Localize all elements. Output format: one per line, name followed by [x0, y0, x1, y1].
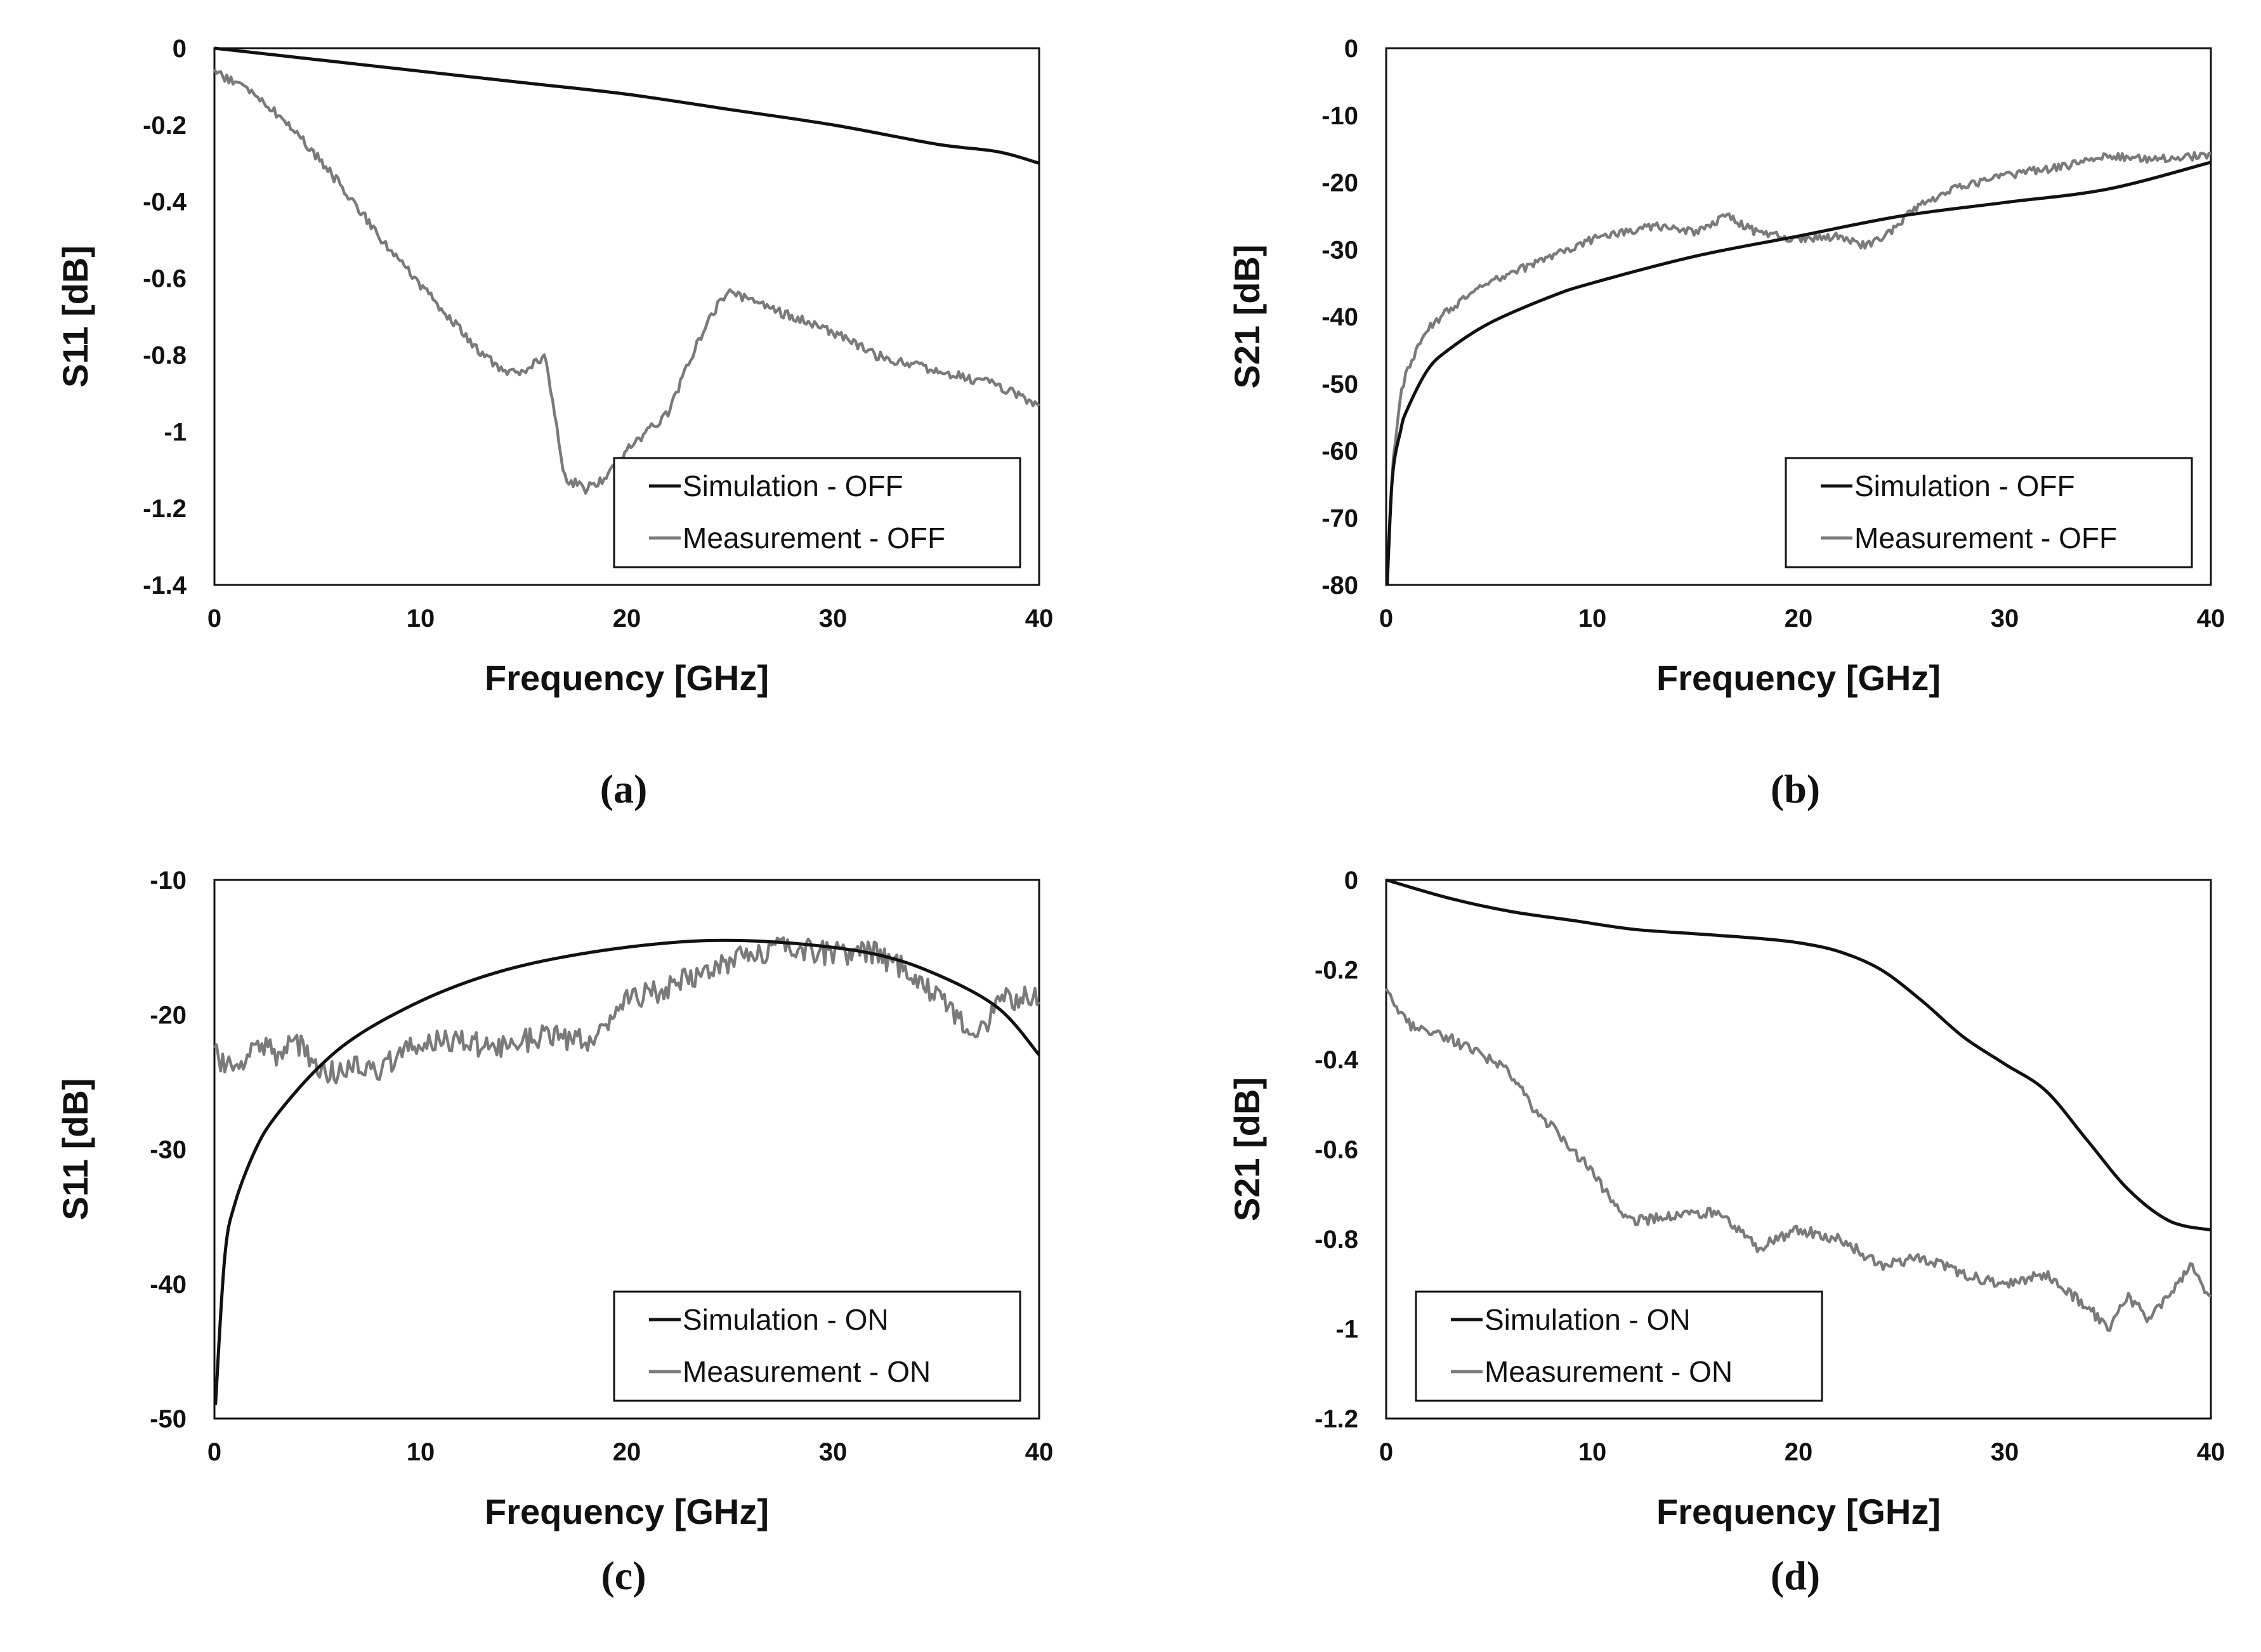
chart-panel-d: 0 -0.2 -0.4 -0.6 -0.8 -1 -1.2 0 10 20 30 40 Frequenc…: [1227, 867, 2225, 1598]
y-tick-label: -1: [164, 418, 187, 446]
y-tick-label: -20: [150, 1001, 187, 1029]
y-tick-label: -70: [1321, 504, 1358, 532]
legend-entry: Measurement - ON: [1484, 1355, 1733, 1388]
chart-panel-b: 0 -10 -20 -30 -40 -50 -60 -70 -80 0 10 20 30 40 Freque…: [1227, 35, 2225, 811]
legend-box: [613, 1290, 1021, 1402]
x-tick-label: 20: [613, 1438, 641, 1466]
legend: Simulation - OFF Measurement - OFF: [1785, 457, 2193, 568]
y-tick-label: -0.8: [143, 341, 187, 369]
x-tick-label: 20: [1785, 1438, 1813, 1466]
x-tick-label: 0: [1379, 1438, 1393, 1466]
x-axis-label: Frequency [GHz]: [1656, 1491, 1941, 1531]
y-tick-label: -0.2: [1314, 957, 1358, 985]
y-tick-label: -40: [150, 1271, 187, 1299]
panel-caption: (d): [1771, 1553, 1820, 1598]
y-tick-label: -10: [150, 867, 187, 895]
legend-entry: Measurement - OFF: [683, 521, 945, 554]
measurement-line: [1385, 988, 2212, 1332]
x-tick-label: 40: [2197, 1438, 2225, 1466]
legend: Simulation - ON Measurement - ON: [1415, 1290, 1823, 1402]
y-tick-label: -0.2: [143, 112, 187, 140]
legend-entry: Simulation - OFF: [683, 469, 903, 502]
chart-panel-a: 0 -0.2 -0.4 -0.6 -0.8 -1 -1.2 -1.4 0 10 20 30 40 Freq…: [55, 35, 1053, 811]
legend-box: [1785, 457, 2193, 568]
y-tick-label: -60: [1321, 438, 1358, 466]
plot-area: [213, 47, 1040, 586]
y-tick-label: -1: [1335, 1316, 1358, 1344]
y-tick-label: -1.2: [143, 495, 187, 523]
measurement-line: [213, 69, 1040, 495]
x-tick-label: 30: [1991, 1438, 2019, 1466]
y-tick-label: -0.6: [1314, 1136, 1358, 1164]
y-tick-label: -0.4: [1314, 1046, 1359, 1074]
x-tick-label: 40: [1025, 605, 1054, 633]
y-axis-label: S21 [dB]: [1227, 244, 1267, 388]
y-tick-label: 0: [173, 35, 187, 63]
chart-panel-c: -10 -20 -30 -40 -50 0 10 20 30 40 Frequency [GHz] S…: [55, 867, 1053, 1598]
x-tick-label: 40: [2197, 605, 2225, 633]
y-tick-label: -0.8: [1314, 1226, 1358, 1254]
y-tick-label: -40: [1321, 303, 1358, 331]
y-tick-label: -1.4: [143, 572, 187, 600]
y-tick-label: -1.2: [1314, 1405, 1358, 1433]
plot-area: [1385, 879, 2212, 1420]
x-tick-label: 0: [207, 605, 221, 633]
y-tick-label: -0.4: [143, 188, 187, 216]
y-tick-label: -10: [1321, 102, 1358, 130]
x-axis-label: Frequency [GHz]: [485, 658, 769, 698]
x-tick-label: 20: [1785, 605, 1813, 633]
panel-caption: (b): [1771, 766, 1820, 811]
simulation-line: [1386, 878, 2212, 1232]
simulation-line: [214, 938, 1040, 1405]
x-tick-label: 10: [407, 605, 435, 633]
y-axis-label: S11 [dB]: [55, 1078, 95, 1220]
x-tick-label: 10: [1578, 1438, 1607, 1466]
y-tick-label: -30: [150, 1136, 187, 1164]
x-axis-label: Frequency [GHz]: [1656, 658, 1941, 698]
y-tick-label: 0: [1344, 35, 1358, 63]
y-axis-label: S21 [dB]: [1227, 1077, 1267, 1221]
legend-box: [1415, 1290, 1823, 1402]
legend-entry: Simulation - ON: [1484, 1303, 1691, 1336]
x-tick-label: 30: [819, 605, 848, 633]
x-tick-label: 20: [613, 605, 641, 633]
panel-caption: (c): [601, 1553, 646, 1598]
x-tick-label: 0: [207, 1438, 221, 1466]
legend-entry: Simulation - OFF: [1854, 469, 2075, 502]
x-tick-label: 40: [1025, 1438, 1054, 1466]
y-tick-label: 0: [1344, 867, 1358, 895]
x-tick-label: 30: [1991, 605, 2019, 633]
plot-area: [1385, 47, 2212, 586]
y-tick-label: -80: [1321, 572, 1358, 600]
x-tick-label: 0: [1379, 605, 1393, 633]
simulation-line: [1386, 161, 2212, 586]
x-tick-label: 30: [819, 1438, 848, 1466]
y-tick-label: -0.6: [143, 265, 187, 293]
x-axis-label: Frequency [GHz]: [485, 1491, 769, 1531]
plot-area: [213, 879, 1040, 1420]
simulation-line: [214, 46, 1040, 165]
legend: Simulation - OFF Measurement - OFF: [613, 457, 1021, 568]
y-tick-label: -30: [1321, 236, 1358, 264]
y-tick-label: -50: [1321, 370, 1358, 398]
y-axis-label: S11 [dB]: [55, 246, 95, 388]
y-tick-label: -50: [150, 1405, 187, 1433]
legend: Simulation - ON Measurement - ON: [613, 1290, 1021, 1402]
legend-box: [613, 457, 1021, 568]
legend-entry: Simulation - ON: [683, 1303, 889, 1336]
y-tick-label: -20: [1321, 169, 1358, 197]
x-tick-label: 10: [1578, 605, 1607, 633]
panel-caption: (a): [600, 766, 648, 811]
legend-entry: Measurement - OFF: [1854, 521, 2117, 554]
x-tick-label: 10: [407, 1438, 435, 1466]
legend-entry: Measurement - ON: [683, 1355, 931, 1388]
